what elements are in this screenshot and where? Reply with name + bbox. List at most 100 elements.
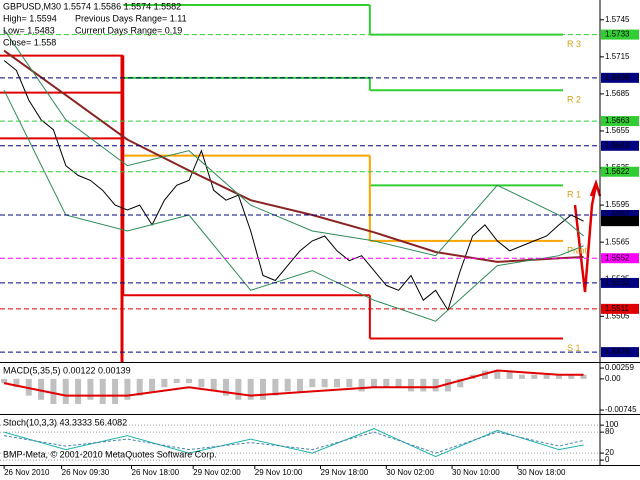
- y-tick-label: 1.5745: [605, 15, 630, 24]
- panel-title: Stoch(10,3,3) 43.3333 56.4082: [3, 417, 127, 427]
- histogram-bar: [506, 370, 513, 379]
- level-box: [601, 209, 639, 220]
- x-tick-label: 26 Nov 09:30: [62, 468, 110, 477]
- level-box: [601, 277, 639, 288]
- annotation: High= 1.5594: [3, 13, 57, 23]
- histogram-bar: [124, 378, 131, 400]
- pivot-label: R 3: [567, 39, 581, 49]
- histogram-bar: [543, 374, 550, 379]
- histogram-bar: [420, 378, 427, 392]
- x-tick-label: 29 Nov 10:00: [255, 468, 303, 477]
- annotation: Previous Days Range= 1.11: [75, 13, 187, 23]
- histogram-bar: [321, 378, 328, 388]
- histogram-bar: [1, 378, 8, 384]
- histogram-bar: [531, 374, 538, 379]
- histogram-bar: [494, 370, 501, 379]
- histogram-bar: [432, 378, 439, 392]
- level-label: 1.5511: [605, 304, 629, 313]
- histogram-bar: [149, 378, 156, 392]
- y-tick-label: 1.5565: [605, 237, 630, 246]
- histogram-bar: [210, 378, 217, 392]
- y-tick-label: 0.00: [605, 374, 621, 383]
- forecast-arrow: [573, 179, 602, 293]
- histogram-bar: [136, 378, 143, 396]
- histogram-bar: [38, 378, 45, 400]
- annotation: Current Days Range= 0.19: [75, 25, 182, 35]
- histogram-bar: [112, 378, 119, 404]
- series-line: [3, 369, 584, 397]
- histogram-bar: [580, 374, 587, 379]
- level-box: [601, 116, 639, 127]
- histogram-bar: [272, 378, 279, 396]
- level-label: 1.5733: [605, 30, 630, 39]
- y-tick-label: 1.5655: [605, 126, 630, 135]
- pivot-label: R 2: [567, 95, 581, 105]
- histogram-bar: [260, 378, 267, 400]
- histogram-bar: [186, 378, 193, 384]
- level-label: 1.5698: [605, 73, 630, 82]
- histogram-bar: [309, 378, 316, 388]
- y-tick-label: 1.5685: [605, 89, 630, 98]
- series-line: [4, 431, 584, 454]
- series-line: [3, 29, 584, 257]
- histogram-bar: [297, 378, 303, 392]
- pivot-label: Pivot: [567, 245, 588, 255]
- y-tick-label: 80: [605, 427, 614, 436]
- y-tick-label: 0: [605, 455, 610, 464]
- x-tick-label: 30 Nov 18:00: [518, 468, 566, 477]
- pivot-label: S 1: [567, 343, 581, 353]
- histogram-bar: [50, 378, 57, 404]
- histogram-bar: [518, 374, 525, 379]
- histogram-bar: [161, 378, 168, 388]
- last-price-box: [601, 216, 639, 227]
- annotation: BMP-Meta, © 2001-2010 MetaQuotes Softwar…: [3, 449, 217, 459]
- histogram-bar: [457, 378, 464, 388]
- x-tick-label: 30 Nov 02:00: [386, 468, 434, 477]
- annotation: Low= 1.5483: [3, 25, 55, 35]
- histogram-bar: [75, 378, 82, 404]
- histogram-bar: [62, 378, 69, 404]
- y-tick-label: 1.5505: [605, 311, 630, 320]
- series-line: [3, 60, 584, 312]
- y-tick-label: 1.5595: [605, 200, 630, 209]
- histogram-bar: [555, 374, 562, 379]
- histogram-bar: [333, 378, 340, 388]
- histogram-bar: [358, 378, 365, 392]
- level-box: [601, 347, 639, 358]
- histogram-bar: [173, 378, 180, 384]
- level-label: 1.5622: [605, 167, 630, 176]
- y-tick-label: 100: [605, 420, 619, 429]
- histogram-bar: [235, 378, 242, 400]
- histogram-bar: [444, 378, 451, 392]
- x-tick-label: 29 Nov 18:00: [321, 468, 369, 477]
- level-box: [601, 29, 639, 40]
- level-label: 1.5663: [605, 116, 630, 125]
- histogram-bar: [383, 378, 390, 388]
- y-tick-label: 0.00259: [605, 363, 634, 372]
- level-label: 1.5587: [605, 210, 630, 219]
- annotation: Close= 1.558: [3, 37, 56, 47]
- histogram-bar: [87, 378, 94, 400]
- histogram-bar: [395, 378, 402, 388]
- panel-title: MACD(5,35,5) 0.00122 0.00139: [3, 365, 131, 375]
- histogram-bar: [99, 378, 106, 404]
- x-tick-label: 30 Nov 10:00: [452, 468, 500, 477]
- histogram-bar: [370, 378, 377, 388]
- y-tick-label: 20: [605, 448, 614, 457]
- level-label: 1.5532: [605, 278, 630, 287]
- histogram-bar: [407, 378, 414, 392]
- x-tick-label: 26 Nov 18:00: [132, 468, 180, 477]
- x-tick-label: 29 Nov 02:00: [193, 468, 241, 477]
- level-box: [601, 303, 639, 314]
- y-tick-label: -0.00745: [605, 405, 637, 414]
- histogram-bar: [284, 378, 291, 392]
- series-line: [3, 89, 584, 322]
- level-label: 1.5643: [605, 141, 630, 150]
- level-label: 1.5552: [605, 253, 630, 262]
- last-price-label: 1.5582: [605, 216, 630, 225]
- level-box: [601, 140, 639, 151]
- level-box: [601, 72, 639, 83]
- y-tick-label: 1.5715: [605, 52, 630, 61]
- histogram-bar: [346, 378, 353, 388]
